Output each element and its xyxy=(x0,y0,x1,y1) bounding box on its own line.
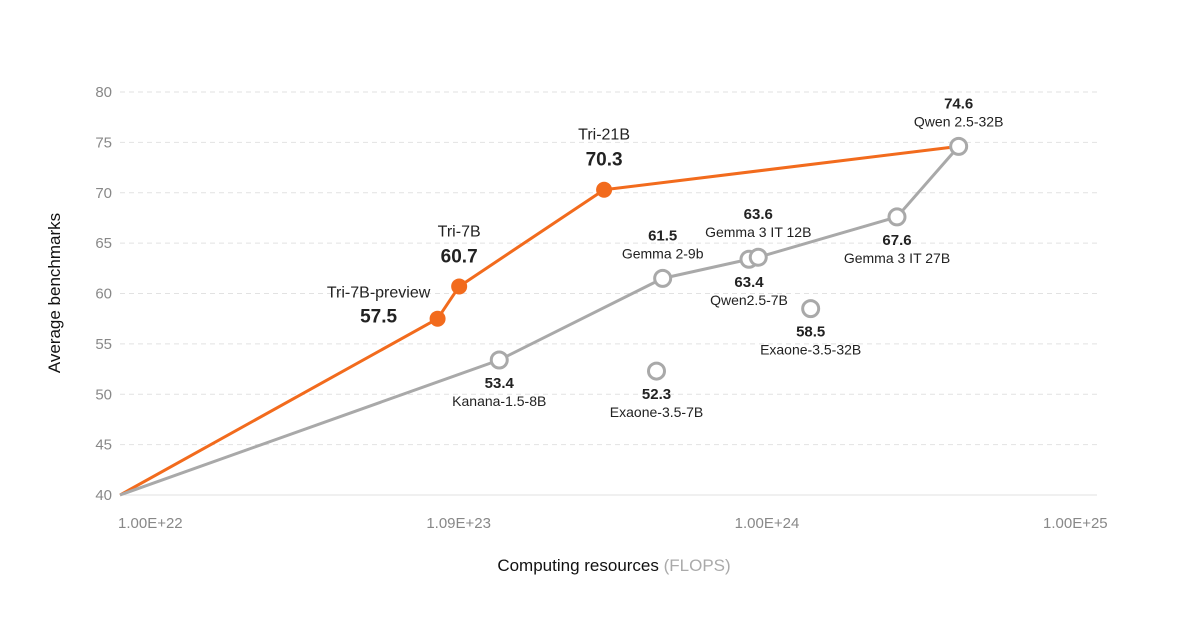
data-labels: 57.5 Tri-7B-preview 60.7 Tri-7B 70.3 Tri-21B 7… xyxy=(327,95,1004,420)
x-tick-label: 1.00E+22 xyxy=(118,515,183,532)
data-label-value: 53.4 xyxy=(485,375,515,392)
data-label-name: Exaone-3.5-7B xyxy=(610,404,703,420)
data-label-name: Gemma 3 IT 12B xyxy=(705,224,811,240)
data-point xyxy=(949,136,969,156)
y-tick-label: 45 xyxy=(95,437,112,454)
x-tick-label: 1.09E+23 xyxy=(426,515,491,532)
data-label-name: Gemma 3 IT 27B xyxy=(844,250,950,266)
data-label-value: 61.5 xyxy=(648,227,677,244)
data-label-value: 67.6 xyxy=(882,232,911,249)
data-label-value: 63.6 xyxy=(744,206,773,223)
series-line-tri xyxy=(119,144,959,497)
data-points xyxy=(429,136,969,381)
data-label-value: 60.7 xyxy=(441,246,478,267)
data-label-name: Tri-7B xyxy=(438,223,481,240)
y-tick-label: 40 xyxy=(95,487,112,504)
y-axis-label: Average benchmarks xyxy=(45,213,64,373)
data-label-value: 58.5 xyxy=(796,324,825,341)
data-point xyxy=(748,247,768,267)
data-point xyxy=(647,361,666,381)
data-label-name: Qwen2.5-7B xyxy=(710,292,788,308)
data-label-value: 52.3 xyxy=(642,386,671,403)
x-tick-labels: 1.00E+22 1.09E+23 1.00E+24 1.00E+25 xyxy=(118,515,1108,532)
data-label-value: 57.5 xyxy=(360,307,397,328)
data-label-name: Qwen 2.5-32B xyxy=(914,113,1004,129)
data-label-name: Kanana-1.5-8B xyxy=(452,393,546,409)
x-axis-label-unit: (FLOPS) xyxy=(664,556,731,575)
y-tick-label: 55 xyxy=(95,336,112,353)
data-point xyxy=(596,181,613,198)
data-label-value: 74.6 xyxy=(944,95,973,112)
x-tick-label: 1.00E+24 xyxy=(735,515,800,532)
data-label-value: 70.3 xyxy=(586,150,623,171)
y-tick-labels: 40 45 50 55 60 65 70 75 80 xyxy=(95,84,112,504)
x-axis-label: Computing resources (FLOPS) xyxy=(497,556,730,575)
series-line-others xyxy=(119,145,960,497)
data-point xyxy=(451,278,468,295)
y-tick-label: 75 xyxy=(95,134,112,151)
gridlines xyxy=(120,91,1097,496)
x-tick-label: 1.00E+25 xyxy=(1043,515,1108,532)
data-label-value: 63.4 xyxy=(734,274,764,291)
y-tick-label: 70 xyxy=(95,185,112,202)
data-label-name: Tri-7B-preview xyxy=(327,285,431,302)
data-point xyxy=(653,268,673,288)
data-label-name: Exaone-3.5-32B xyxy=(760,342,861,358)
y-tick-label: 60 xyxy=(95,286,112,303)
x-axis-label-main: Computing resources xyxy=(497,556,659,575)
data-point xyxy=(887,207,907,227)
y-tick-label: 50 xyxy=(95,386,112,403)
data-point xyxy=(801,299,821,319)
y-tick-label: 65 xyxy=(95,235,112,252)
data-point xyxy=(429,310,446,327)
series-lines xyxy=(119,144,960,497)
y-tick-label: 80 xyxy=(95,84,112,101)
data-label-name: Tri-21B xyxy=(578,127,630,144)
data-point xyxy=(489,350,509,370)
data-label-name: Gemma 2-9b xyxy=(622,245,704,261)
